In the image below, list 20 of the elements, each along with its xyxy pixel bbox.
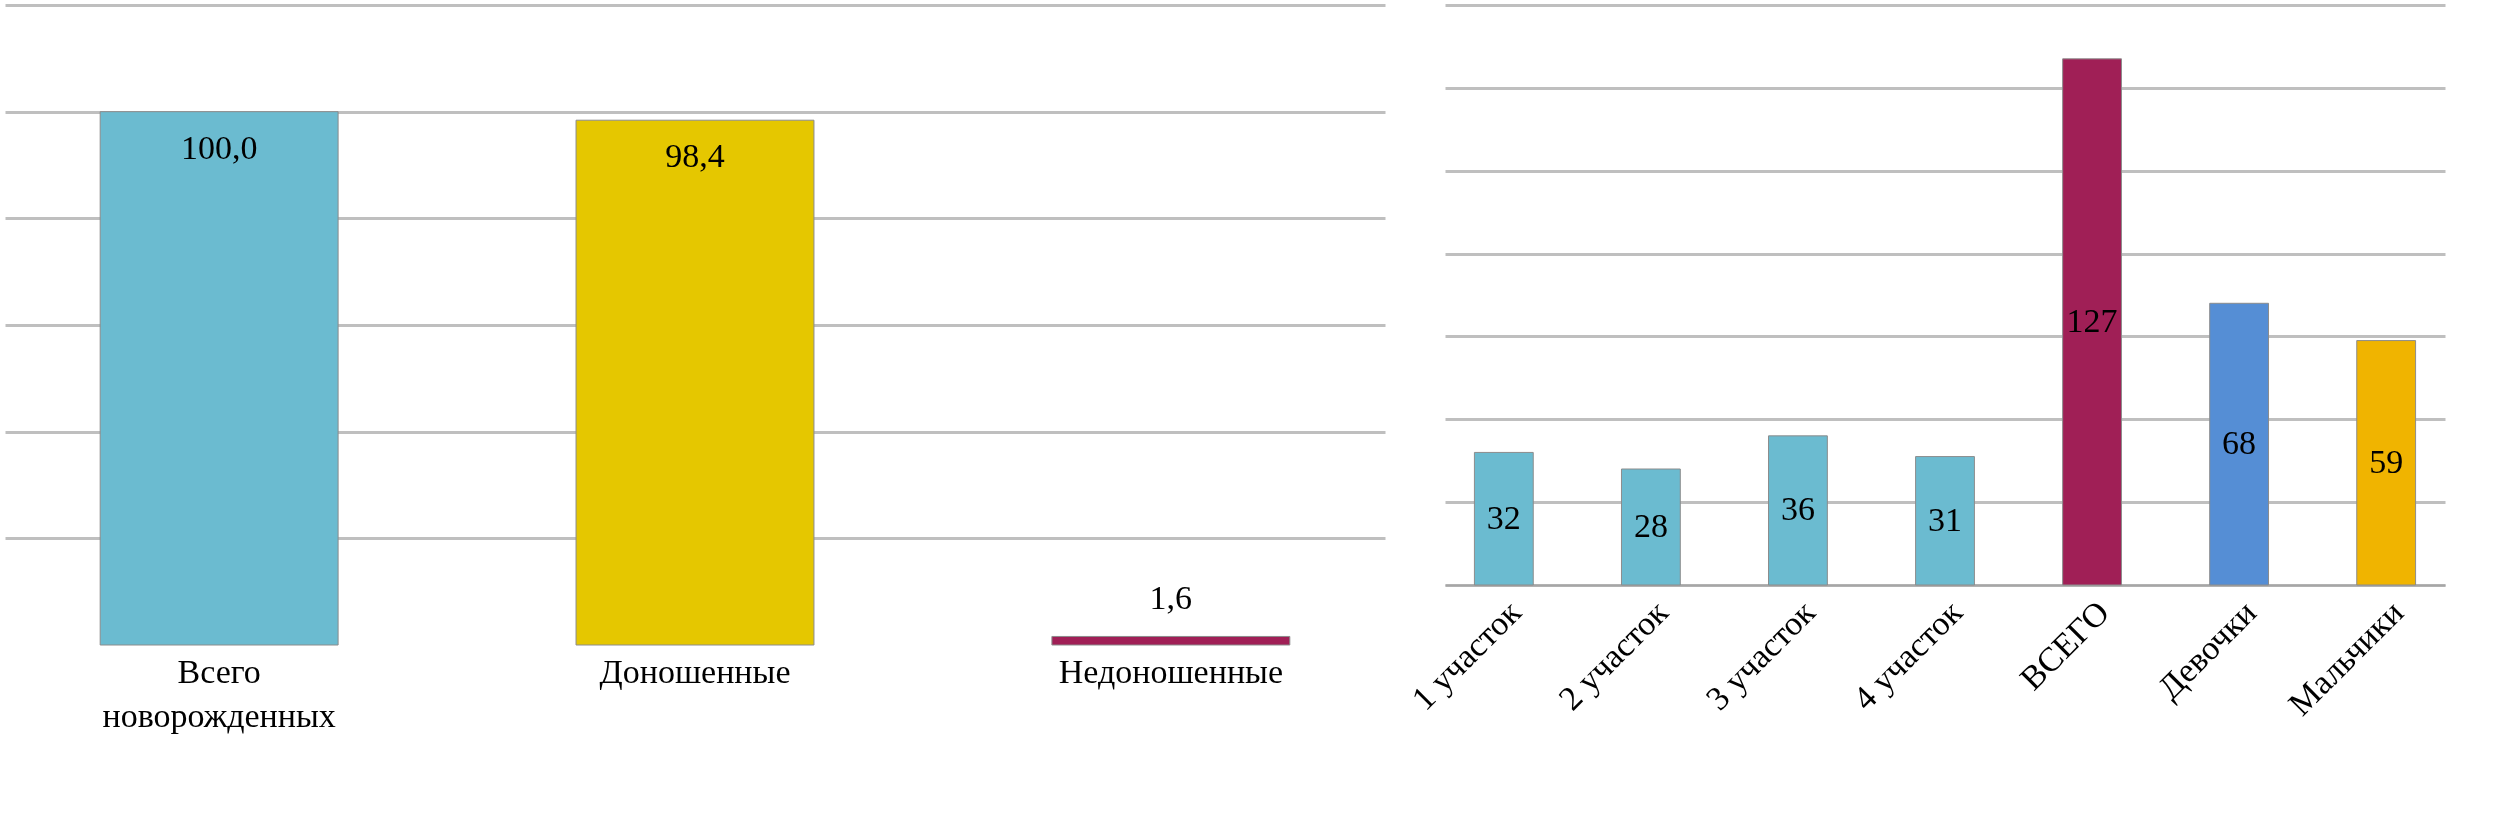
data-label: 31	[1928, 500, 1962, 538]
data-label: 32	[1486, 498, 1521, 536]
data-label: 59	[2369, 442, 2404, 480]
x-tick-label: Доношенные	[599, 652, 791, 690]
bar	[1473, 451, 1534, 586]
data-label: 36	[1780, 490, 1815, 528]
x-tick-label: Недоношенные	[1058, 652, 1284, 690]
data-label: 1,6	[1149, 579, 1193, 617]
bar	[1620, 468, 1681, 586]
bar	[1915, 456, 1975, 586]
bar	[2062, 58, 2122, 586]
bar	[2356, 340, 2417, 586]
bar	[2209, 302, 2270, 586]
data-label: 28	[1633, 507, 1668, 544]
data-label: 127	[2066, 301, 2118, 339]
bar	[1768, 435, 1828, 586]
x-tick-label: Всего новорожденных	[102, 652, 336, 734]
data-label: 100,0	[180, 128, 258, 166]
data-label: 68	[2222, 424, 2257, 462]
data-label: 98,4	[665, 137, 725, 175]
